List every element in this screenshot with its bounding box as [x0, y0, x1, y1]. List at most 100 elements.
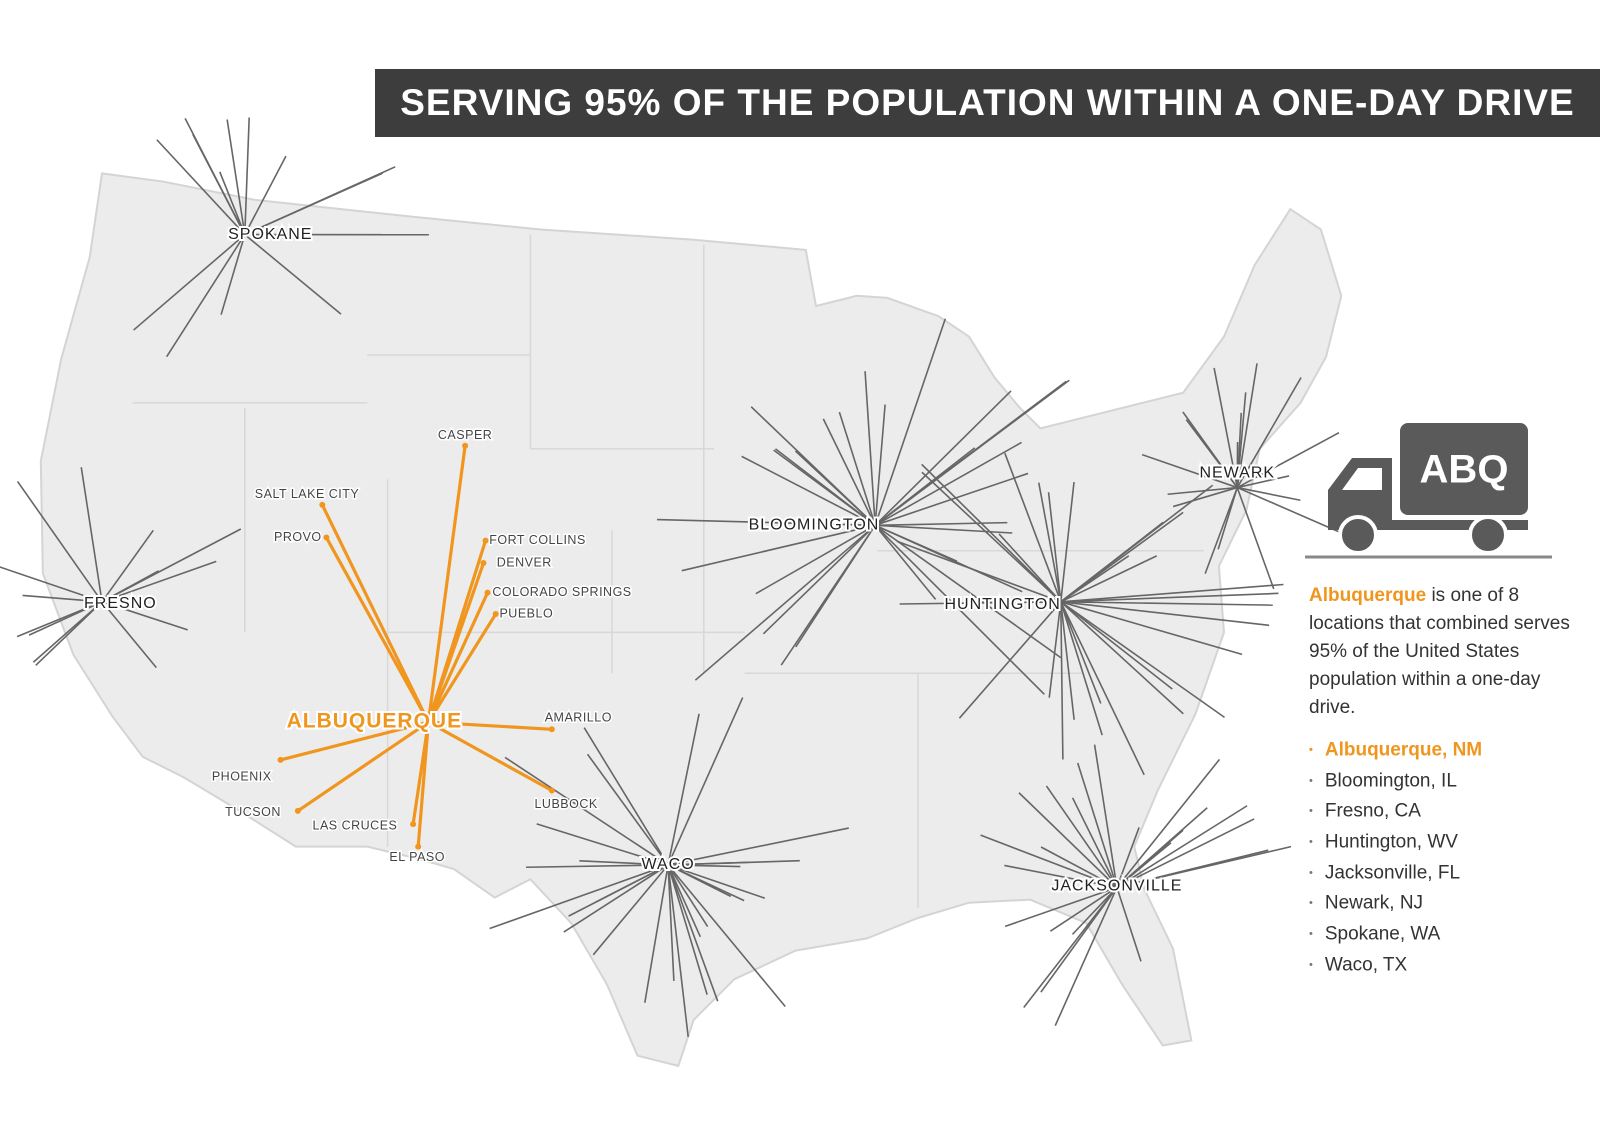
spoke	[921, 471, 1062, 603]
spoke	[1004, 886, 1118, 928]
spoke	[667, 864, 786, 1007]
spoke	[1236, 487, 1275, 590]
hub-label: BLOOMINGTON	[749, 517, 880, 534]
spoke	[563, 864, 669, 933]
destination-dot	[319, 501, 326, 508]
abq-spoke	[296, 720, 430, 813]
spoke	[1060, 601, 1102, 704]
spoke	[101, 601, 188, 631]
spoke	[1116, 887, 1142, 962]
spoke	[1060, 601, 1064, 760]
spoke	[1023, 886, 1118, 1008]
spoke	[192, 134, 246, 235]
spoke	[1116, 842, 1172, 889]
destination-label: COLORADO SPRINGS	[492, 585, 631, 599]
description-highlight: Albuquerque	[1309, 585, 1427, 606]
location-item: Fresno, CA	[1309, 796, 1482, 827]
featured-hub-label: ALBUQUERQUE	[287, 710, 463, 733]
destination-dot	[480, 560, 487, 567]
spoke	[874, 524, 958, 563]
hub-label: SPOKANE	[228, 226, 312, 243]
destination-dot	[294, 807, 301, 814]
spoke	[586, 753, 669, 866]
spoke	[80, 467, 103, 602]
spoke	[1060, 601, 1243, 656]
spoke	[595, 864, 669, 903]
spoke	[667, 864, 702, 938]
abq-spoke	[428, 720, 552, 731]
spoke	[1004, 864, 1118, 889]
spoke	[1217, 487, 1239, 550]
spoke	[244, 172, 384, 236]
spoke	[156, 139, 246, 236]
spoke	[536, 823, 669, 866]
spoke	[795, 524, 876, 648]
spoke	[226, 119, 246, 235]
spoke	[667, 697, 744, 866]
spoke	[1018, 792, 1118, 888]
spoke	[874, 524, 1045, 695]
spoke	[1185, 419, 1238, 489]
spoke	[1237, 486, 1301, 502]
spoke	[1060, 481, 1075, 602]
destination-label: DENVER	[497, 555, 552, 569]
spoke	[874, 404, 886, 526]
spoke	[166, 234, 246, 358]
abq-spoke	[427, 720, 553, 792]
spoke	[1060, 601, 1273, 606]
hub-label: JACKSONVILLE	[1051, 878, 1182, 895]
spoke	[0, 566, 103, 603]
spoke	[667, 864, 689, 1038]
destination-dot	[462, 442, 469, 449]
spoke	[1047, 492, 1062, 602]
spoke	[1071, 797, 1118, 888]
spoke	[694, 524, 876, 681]
destination-dot	[492, 611, 499, 618]
spoke	[667, 864, 719, 1002]
location-item: Waco, TX	[1309, 950, 1482, 981]
spoke	[1060, 601, 1103, 736]
spoke	[667, 864, 708, 995]
abq-spoke	[427, 613, 498, 724]
spoke	[822, 418, 876, 526]
spoke	[1236, 432, 1340, 489]
spoke	[1060, 601, 1173, 690]
spoke	[864, 371, 876, 526]
spoke	[667, 864, 732, 898]
spoke	[28, 601, 103, 636]
spoke	[101, 570, 160, 603]
spoke	[1116, 758, 1221, 888]
spoke	[1004, 452, 1062, 603]
title: SERVING 95% OF THE POPULATION WITHIN A O…	[400, 82, 1575, 123]
spoke	[1116, 827, 1140, 888]
hub-label: WACO	[642, 856, 695, 873]
spoke	[874, 441, 1022, 526]
destination-dot	[277, 756, 284, 763]
destination-label: LAS CRUCES	[313, 818, 398, 832]
description: Albuquerque is one of 8 locations that c…	[1309, 582, 1571, 722]
truck-chassis	[1392, 520, 1528, 530]
spoke	[1060, 601, 1225, 719]
spoke	[504, 756, 669, 866]
spoke	[958, 601, 1062, 719]
spoke	[101, 529, 154, 603]
destination-dot	[482, 537, 489, 544]
destination-label: PHOENIX	[212, 770, 272, 784]
spoke	[489, 864, 669, 930]
spoke	[874, 524, 1062, 659]
spoke	[1076, 762, 1118, 888]
spoke	[1060, 583, 1284, 603]
spoke	[1060, 601, 1270, 627]
spoke	[668, 864, 741, 868]
destination-dot	[548, 726, 555, 733]
spoke	[1040, 846, 1118, 889]
spoke	[579, 860, 669, 866]
spoke	[1167, 486, 1238, 496]
spoke	[1116, 818, 1255, 889]
spoke	[1093, 744, 1118, 888]
spoke	[244, 155, 287, 235]
spoke	[1237, 475, 1290, 489]
spoke	[1141, 453, 1238, 489]
us-landmass	[39, 172, 1343, 1068]
spoke	[741, 455, 876, 527]
